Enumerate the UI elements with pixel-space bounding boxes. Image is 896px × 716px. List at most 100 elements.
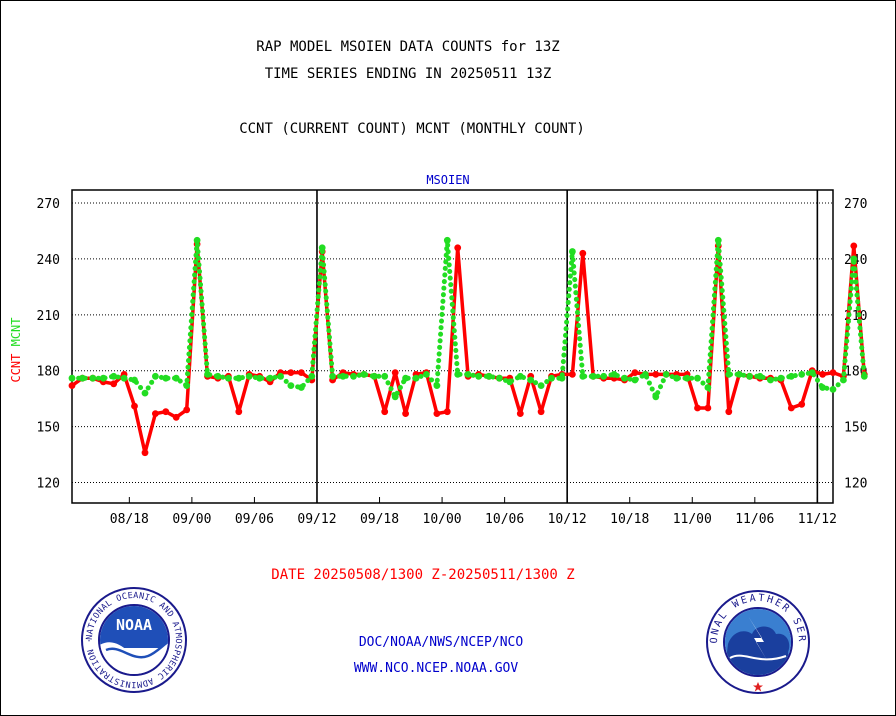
point-mcnt-67 [767,376,774,384]
point-ccnt-75 [850,242,858,250]
series-layer [68,236,868,457]
point-mcnt-54 [631,376,639,384]
point-mcnt-76 [860,372,868,380]
point-ccnt-7 [141,449,149,457]
ytick-right-150: 150 [844,421,867,436]
point-ccnt-43 [516,410,524,417]
point-mcnt-52 [610,371,618,378]
date-range: DATE 20250508/1300 Z-20250511/1300 Z [271,567,574,583]
point-mcnt-7 [141,389,149,397]
point-mcnt-46 [548,374,555,382]
xtick-08/18: 08/18 [110,512,149,527]
point-ccnt-16 [235,408,243,416]
point-mcnt-63 [725,371,733,378]
point-mcnt-17 [245,372,253,380]
point-mcnt-57 [662,371,670,378]
point-ccnt-22 [297,369,305,376]
chart-title: RAP MODEL MSOIEN DATA COUNTS for 13Z [256,39,559,55]
point-ccnt-72 [819,371,826,378]
ytick-right-270: 270 [844,197,867,212]
point-mcnt-12 [193,236,201,244]
point-mcnt-65 [746,372,753,380]
point-mcnt-28 [360,371,368,378]
point-mcnt-62 [714,236,722,244]
svg-text:CCNT MCNT: CCNT MCNT [9,317,23,382]
point-mcnt-41 [496,374,503,382]
point-ccnt-30 [381,408,389,416]
point-ccnt-73 [829,369,837,376]
point-mcnt-3 [99,374,107,382]
point-mcnt-32 [402,374,409,382]
point-ccnt-45 [537,408,545,416]
ylabel-mcnt: MCNT [9,317,23,346]
day-boundaries [316,190,819,503]
point-ccnt-9 [162,408,170,416]
point-ccnt-21 [287,369,295,376]
point-mcnt-64 [735,371,743,378]
footer-org: DOC/NOAA/NWS/NCEP/NCO [359,635,524,650]
point-mcnt-69 [787,372,795,380]
x-axis-ticks: 08/18 09/00 09/06 09/12 09/18 10/00 10/06 10/12… [110,497,837,527]
point-mcnt-59 [683,374,691,382]
point-mcnt-35 [433,382,441,389]
xtick-11/12: 11/12 [798,512,837,527]
xtick-11/06: 11/06 [735,512,774,527]
point-mcnt-14 [214,372,222,380]
point-mcnt-10 [172,374,180,382]
ytick-left-270: 270 [37,197,60,212]
xtick-09/18: 09/18 [360,512,399,527]
point-ccnt-54 [631,369,639,376]
point-ccnt-69 [787,404,795,412]
noaa-logo-text: NOAA [116,616,152,634]
point-mcnt-29 [370,372,378,380]
ytick-right-120: 120 [844,477,867,492]
point-mcnt-18 [256,374,263,382]
point-ccnt-61 [704,404,712,412]
ytick-left-180: 180 [37,365,60,380]
point-mcnt-49 [579,372,587,380]
ytick-left-240: 240 [37,253,60,268]
point-mcnt-16 [235,374,243,382]
point-mcnt-6 [131,376,138,384]
point-mcnt-4 [110,372,118,380]
point-mcnt-19 [266,374,274,382]
point-mcnt-31 [391,393,399,401]
point-ccnt-8 [152,410,159,417]
point-mcnt-33 [412,374,420,382]
point-mcnt-73 [829,386,837,393]
nws-logo: NATIONAL WEATHER SERVICE [706,590,810,694]
point-mcnt-24 [318,244,326,252]
point-ccnt-60 [694,404,701,412]
point-mcnt-43 [516,372,524,380]
point-ccnt-35 [433,410,441,417]
point-mcnt-5 [120,374,128,382]
point-ccnt-0 [68,382,76,389]
point-mcnt-70 [798,371,806,378]
point-mcnt-20 [277,372,284,380]
ytick-left-210: 210 [37,309,60,324]
point-mcnt-27 [350,372,357,380]
point-mcnt-30 [381,372,389,380]
xtick-10/00: 10/00 [423,512,462,527]
point-ccnt-32 [402,410,409,417]
ylabel-left-group: CCNT MCNT [9,317,23,382]
point-mcnt-23 [308,372,316,380]
point-mcnt-22 [297,384,305,391]
ytick-left-120: 120 [37,477,60,492]
point-mcnt-25 [329,372,336,380]
point-mcnt-61 [704,384,712,391]
point-mcnt-0 [68,374,76,382]
point-mcnt-15 [225,374,232,382]
footer-url[interactable]: WWW.NCO.NCEP.NOAA.GOV [354,661,519,676]
point-mcnt-11 [183,382,191,389]
point-ccnt-48 [569,371,576,378]
xtick-10/18: 10/18 [610,512,649,527]
chart-subtitle: TIME SERIES ENDING IN 20250511 13Z [265,66,552,82]
point-mcnt-9 [162,374,170,382]
point-ccnt-70 [798,400,806,408]
star-icon [753,682,763,692]
point-mcnt-58 [673,374,680,382]
point-ccnt-56 [652,371,660,378]
point-ccnt-6 [131,402,138,410]
